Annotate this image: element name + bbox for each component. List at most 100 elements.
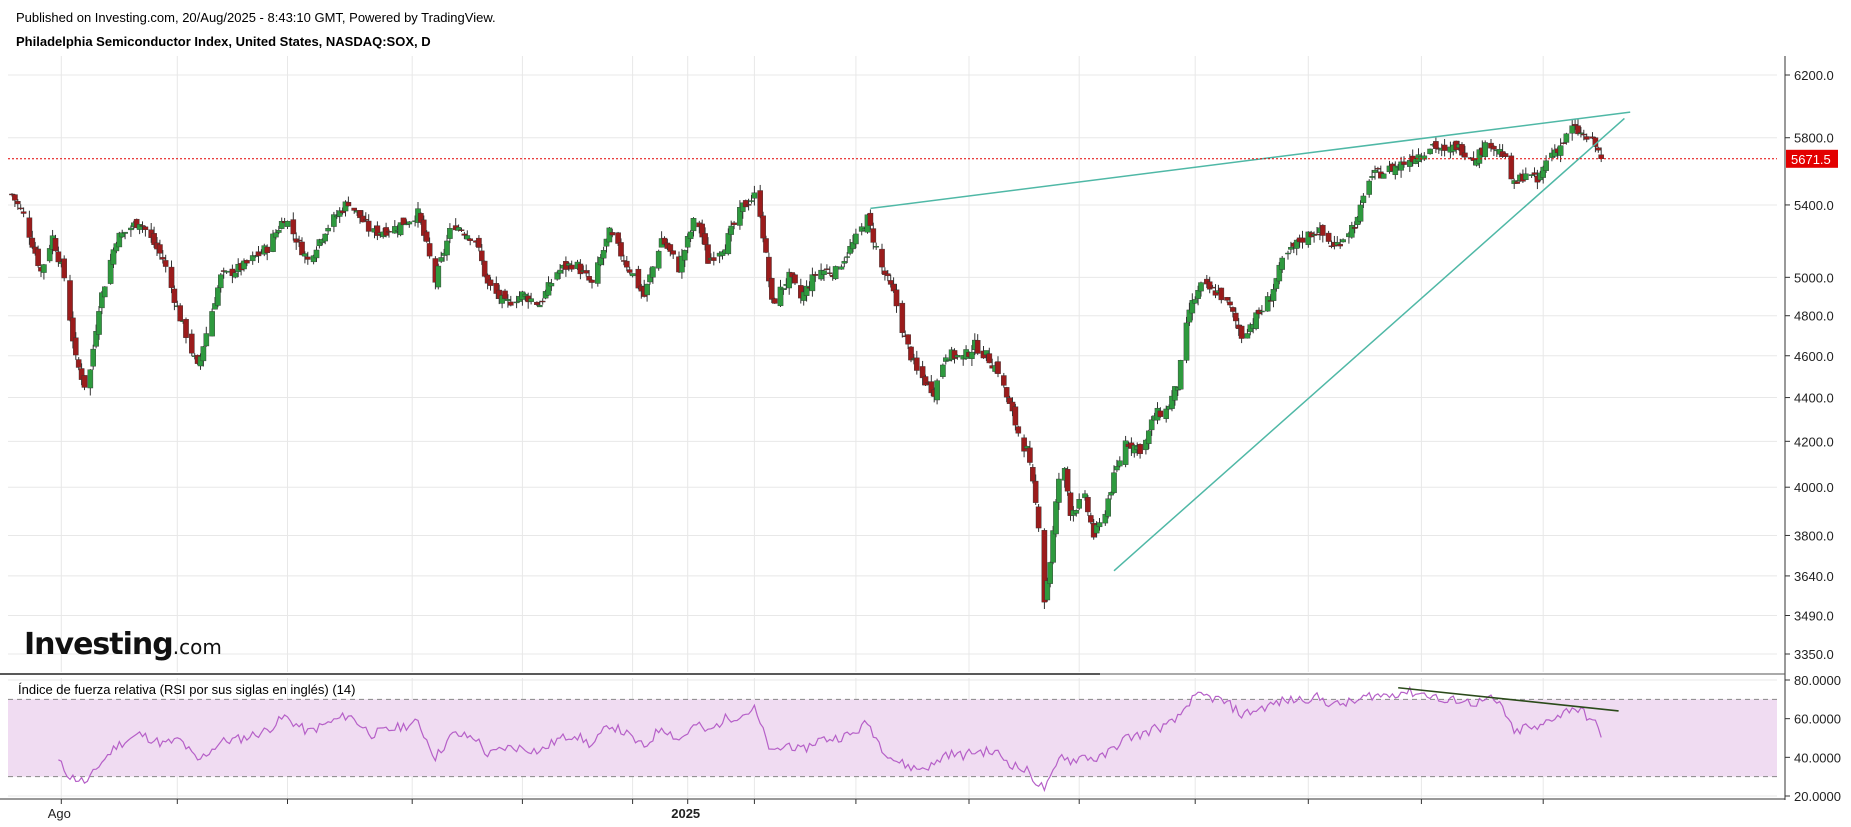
candle-body-172 (508, 301, 514, 306)
candle-body-398 (1163, 408, 1169, 419)
last-price-label: 5671.5 (1791, 152, 1831, 167)
price-tick-label-0: 3350.0 (1794, 647, 1834, 662)
candle-body-403 (1177, 359, 1184, 390)
price-tick-label-5: 4200.0 (1794, 434, 1834, 449)
candle-body-150 (444, 240, 450, 256)
candle-body-97 (290, 219, 297, 235)
candle-body-105 (313, 249, 320, 259)
candle-body-378 (1105, 498, 1111, 517)
candle-body-121 (360, 215, 366, 223)
rsi-tick-label-1: 40.0000 (1794, 750, 1841, 765)
chart-header: Published on Investing.com, 20/Aug/2025 … (16, 10, 496, 50)
logo-suffix: .com (172, 635, 222, 659)
candle-body-459 (1340, 239, 1346, 243)
candle-body-367 (1073, 510, 1080, 514)
candle-body-93 (278, 221, 285, 229)
candle-body-384 (1122, 440, 1129, 465)
candle-body-280 (821, 270, 827, 275)
candle-body-321 (940, 364, 946, 377)
candle-body-281 (824, 268, 830, 270)
candle-body-538 (1569, 125, 1575, 134)
trendlines (870, 111, 1631, 572)
candle-body-35 (110, 249, 117, 265)
candle-body-183 (539, 300, 546, 303)
candle-body-143 (423, 231, 430, 242)
candle-body-41 (128, 227, 134, 231)
candle-body-72 (217, 274, 224, 289)
candle-body-196 (577, 263, 584, 275)
candle-body-265 (777, 286, 784, 307)
candle-body-62 (188, 333, 195, 354)
candle-body-286 (838, 266, 845, 270)
candle-body-380 (1111, 472, 1117, 494)
candle-body-248 (728, 225, 734, 235)
candle-body-118 (351, 207, 358, 211)
candle-body-156 (461, 233, 468, 236)
candle-body-212 (624, 260, 630, 268)
candle-body-132 (392, 226, 398, 234)
candle-body-450 (1314, 233, 1320, 236)
candle-body-37 (116, 232, 123, 248)
candle-body-46 (142, 226, 149, 230)
chart-frame (0, 56, 1786, 800)
candle-body-216 (635, 268, 642, 289)
candle-body-282 (827, 272, 833, 274)
candle-body-458 (1337, 243, 1343, 247)
candle-body-240 (705, 244, 711, 264)
candle-body-58 (177, 305, 184, 322)
candle-body-291 (853, 233, 859, 245)
candle-body-524 (1528, 174, 1535, 176)
candle-body-90 (270, 233, 276, 252)
candle-body-221 (650, 266, 656, 278)
candle-body-155 (458, 229, 465, 231)
candle-body-263 (771, 298, 778, 304)
candle-body-148 (438, 257, 445, 262)
candle-body-353 (1032, 480, 1039, 503)
published-caption: Published on Investing.com, 20/Aug/2025 … (16, 10, 496, 25)
candle-body-199 (586, 276, 592, 281)
candle-body-494 (1441, 144, 1448, 151)
candle-body-116 (345, 202, 352, 207)
candle-body-3 (17, 207, 24, 210)
candle-body-53 (162, 260, 169, 267)
candle-body-407 (1189, 300, 1196, 314)
candle-body-77 (232, 272, 239, 278)
candle-body-259 (760, 215, 766, 239)
candle-body-314 (919, 366, 926, 379)
candle-body-471 (1375, 168, 1381, 170)
candle-body-357 (1044, 580, 1051, 601)
candle-body-480 (1401, 161, 1407, 165)
candle-body-389 (1137, 444, 1143, 455)
candle-body-421 (1230, 307, 1236, 312)
price-axis: 3350.0 3490.0 3640.0 3800.0 4000.0 4200.0 4400… (1785, 68, 1834, 662)
candle-body-319 (934, 380, 940, 401)
candle-body-34 (107, 259, 114, 284)
time-tick-label-1: 2025 (671, 806, 700, 821)
candle-body-501 (1462, 152, 1468, 158)
price-tick-label-2: 3640.0 (1794, 569, 1834, 584)
candle-body-260 (763, 238, 769, 253)
candle-body-393 (1148, 419, 1155, 431)
candle-body-126 (374, 225, 381, 236)
candle-body-469 (1369, 176, 1375, 178)
candle-body-307 (899, 302, 906, 333)
candle-body-343 (1003, 387, 1010, 398)
candle-body-219 (644, 283, 650, 296)
candle-body-491 (1433, 141, 1439, 149)
candle-body-284 (832, 266, 839, 280)
candle-body-182 (537, 304, 543, 308)
candle-body-309 (905, 334, 911, 345)
candle-body-228 (670, 250, 676, 255)
candle-body-165 (487, 279, 494, 286)
candle-body-508 (1482, 142, 1488, 158)
candle-body-542 (1580, 133, 1587, 136)
price-tick-label-3: 3800.0 (1794, 528, 1834, 543)
candle-body-232 (682, 250, 688, 261)
candle-body-529 (1543, 160, 1549, 171)
candle-body-331 (969, 351, 975, 359)
candle-body-368 (1076, 499, 1082, 509)
candle-body-234 (687, 231, 694, 239)
candle-body-81 (244, 260, 250, 264)
candle-body-296 (867, 212, 874, 226)
